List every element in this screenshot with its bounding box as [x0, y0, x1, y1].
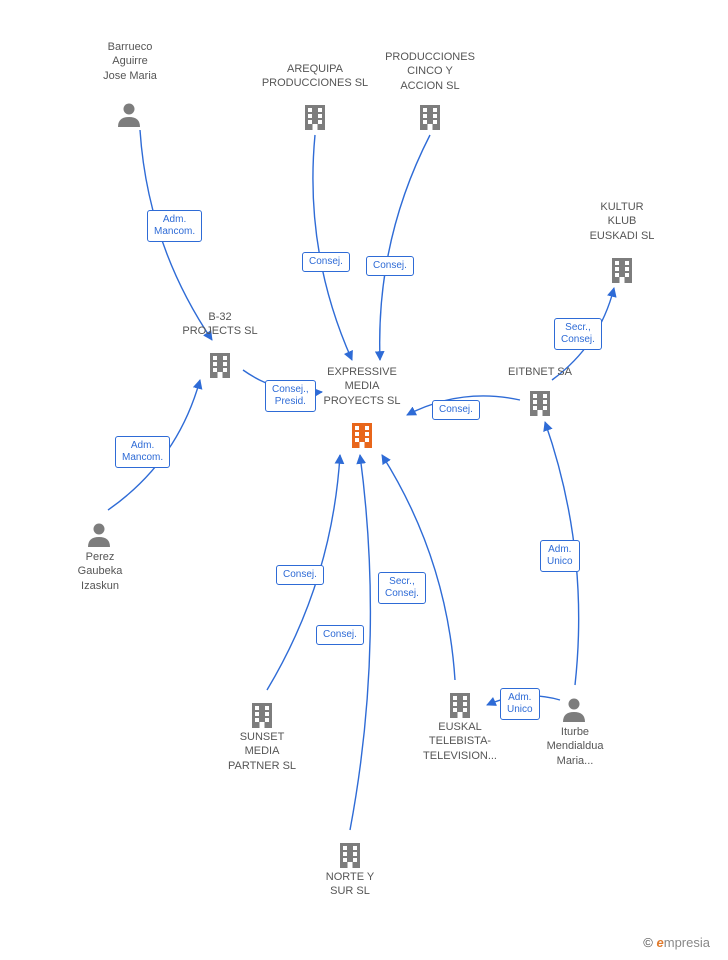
node-arequipa-line0: AREQUIPA	[255, 62, 375, 76]
node-eitbnet[interactable]: EITBNET SA	[480, 365, 600, 379]
edge-label-line: Consej.	[385, 588, 419, 600]
node-iturbe-line1: Mendialdua	[515, 739, 635, 753]
building-icon	[445, 690, 475, 725]
building-icon	[300, 102, 330, 137]
node-euskal[interactable]: EUSKALTELEBISTA-TELEVISION...	[400, 720, 520, 763]
edge-prodcinco-expressive	[380, 135, 430, 360]
node-perez[interactable]: PerezGaubekaIzaskun	[40, 550, 160, 593]
edge-label-b32-expressive: Consej.,Presid.	[265, 380, 316, 412]
node-b32-line0: B-32	[160, 310, 280, 324]
edge-label-prodcinco-expressive: Consej.	[366, 256, 414, 276]
edge-label-line: Mancom.	[154, 226, 195, 238]
building-icon	[415, 102, 445, 137]
edge-label-line: Secr.,	[561, 322, 595, 334]
node-barrueco[interactable]: BarruecoAguirreJose Maria	[70, 40, 190, 83]
edge-label-line: Adm.	[507, 692, 533, 704]
node-prodcinco-line1: CINCO Y	[370, 64, 490, 78]
edge-label-perez-b32: Adm.Mancom.	[115, 436, 170, 468]
person-icon	[560, 695, 588, 728]
edge-label-line: Secr.,	[385, 576, 419, 588]
node-kultur-line0: KULTUR	[562, 200, 682, 214]
node-iturbe[interactable]: IturbeMendialduaMaria...	[515, 725, 635, 768]
edge-label-line: Adm.	[547, 544, 573, 556]
edge-label-line: Consej.	[439, 404, 473, 416]
node-expressive-line0: EXPRESSIVE	[302, 365, 422, 379]
node-prodcinco-line0: PRODUCCIONES	[370, 50, 490, 64]
edge-label-line: Consej.	[323, 629, 357, 641]
node-expressive-line1: MEDIA	[302, 379, 422, 393]
brand-rest: mpresia	[664, 935, 710, 950]
edge-label-line: Consej.	[283, 569, 317, 581]
node-expressive-line2: PROYECTS SL	[302, 394, 422, 408]
edge-label-line: Consej.,	[272, 384, 309, 396]
node-sunset-line1: MEDIA	[202, 744, 322, 758]
node-arequipa[interactable]: AREQUIPAPRODUCCIONES SL	[255, 62, 375, 91]
node-iturbe-line2: Maria...	[515, 754, 635, 768]
building-icon	[525, 388, 555, 423]
edge-label-sunset-expressive: Consej.	[276, 565, 324, 585]
edge-label-eitbnet-expressive: Consej.	[432, 400, 480, 420]
node-kultur[interactable]: KULTURKLUBEUSKADI SL	[562, 200, 682, 243]
edge-label-line: Unico	[547, 556, 573, 568]
edge-label-line: Presid.	[272, 396, 309, 408]
node-eitbnet-line0: EITBNET SA	[480, 365, 600, 379]
edge-label-line: Unico	[507, 704, 533, 716]
node-b32[interactable]: B-32PROJECTS SL	[160, 310, 280, 339]
node-barrueco-line2: Jose Maria	[70, 69, 190, 83]
edge-label-line: Consej.	[561, 334, 595, 346]
brand-e: e	[657, 935, 664, 950]
edge-label-iturbe-eitbnet: Adm.Unico	[540, 540, 580, 572]
node-expressive[interactable]: EXPRESSIVEMEDIAPROYECTS SL	[302, 365, 422, 408]
edge-label-euskal-expressive: Secr.,Consej.	[378, 572, 426, 604]
node-euskal-line1: TELEBISTA-	[400, 734, 520, 748]
edge-label-arequipa-expressive: Consej.	[302, 252, 350, 272]
edge-label-line: Adm.	[154, 214, 195, 226]
node-perez-line2: Izaskun	[40, 579, 160, 593]
node-prodcinco-line2: ACCION SL	[370, 79, 490, 93]
edge-label-line: Consej.	[309, 256, 343, 268]
building-icon	[347, 420, 377, 455]
edge-label-line: Consej.	[373, 260, 407, 272]
edge-label-line: Adm.	[122, 440, 163, 452]
building-icon	[205, 350, 235, 385]
building-icon	[247, 700, 277, 735]
node-euskal-line2: TELEVISION...	[400, 749, 520, 763]
node-barrueco-line0: Barrueco	[70, 40, 190, 54]
node-kultur-line2: EUSKADI SL	[562, 229, 682, 243]
copyright-symbol: ©	[643, 935, 653, 950]
building-icon	[607, 255, 637, 290]
person-icon	[115, 100, 143, 133]
node-b32-line1: PROJECTS SL	[160, 324, 280, 338]
edge-euskal-expressive	[382, 455, 455, 680]
node-barrueco-line1: Aguirre	[70, 54, 190, 68]
edge-label-barrueco-b32: Adm.Mancom.	[147, 210, 202, 242]
footer-copyright: © empresia	[643, 935, 710, 950]
node-arequipa-line1: PRODUCCIONES SL	[255, 76, 375, 90]
edges-svg	[0, 0, 728, 960]
person-icon	[85, 520, 113, 553]
edge-label-eitbnet-kultur: Secr.,Consej.	[554, 318, 602, 350]
edge-label-iturbe-euskal: Adm.Unico	[500, 688, 540, 720]
edge-arequipa-expressive	[313, 135, 352, 360]
building-icon	[335, 840, 365, 875]
edge-label-line: Mancom.	[122, 452, 163, 464]
node-norte-line1: SUR SL	[290, 884, 410, 898]
node-sunset[interactable]: SUNSETMEDIAPARTNER SL	[202, 730, 322, 773]
edge-label-norte-expressive: Consej.	[316, 625, 364, 645]
node-prodcinco[interactable]: PRODUCCIONESCINCO YACCION SL	[370, 50, 490, 93]
node-perez-line1: Gaubeka	[40, 564, 160, 578]
node-kultur-line1: KLUB	[562, 214, 682, 228]
node-sunset-line2: PARTNER SL	[202, 759, 322, 773]
